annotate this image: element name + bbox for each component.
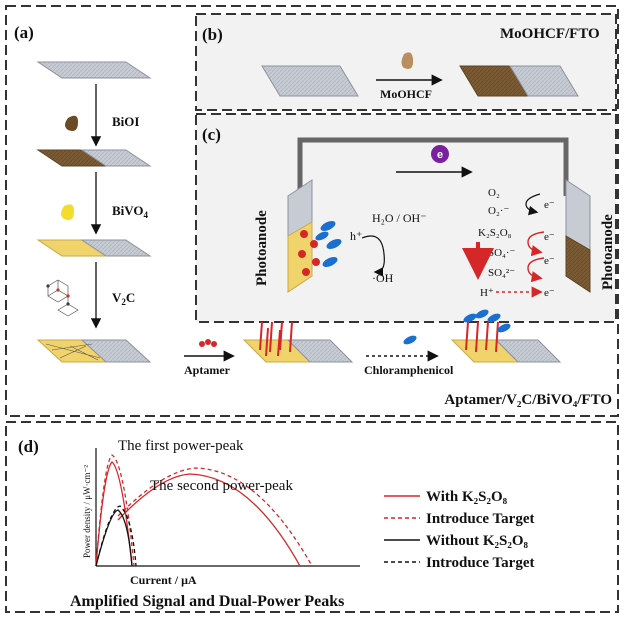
power-curve-plot: Power density / μW·cm⁻² Current / μA The…: [82, 438, 360, 587]
legend-text-1: With K₂S₂O₈: [426, 489, 508, 505]
photoanode-left: Photoanode: [254, 210, 270, 286]
left-aptamer-cluster: [298, 221, 342, 276]
panel-c: [195, 113, 617, 323]
curve-red-dash-2: [117, 467, 313, 567]
legend-text-2: Introduce Target: [426, 511, 534, 527]
aptamer-icon: [199, 339, 217, 347]
legend-text-4: Introduce Target: [426, 555, 534, 571]
panel-b-label: (b): [202, 25, 223, 44]
label-final-electrode: Aptamer/V₂C/BiVO₄/FTO: [444, 392, 612, 408]
curve-red-dash-1: [95, 454, 135, 567]
label-so4: SO₄²⁻: [488, 267, 515, 279]
slide-gray-half-3: [80, 339, 152, 363]
o2-reduction-arrow: [525, 193, 541, 216]
electron-symbol: e: [437, 149, 443, 161]
slide-b-gray: [509, 65, 579, 97]
label-hplus2: H⁺: [480, 287, 494, 299]
label-so4radical: SO₄·⁻: [488, 247, 516, 259]
label-peak1: The first power-peak: [118, 438, 244, 454]
label-aptamer: Aptamer: [184, 363, 231, 377]
outer-frame-top: [5, 5, 619, 417]
sulfate-radical-arrow: [527, 257, 545, 283]
panel-a-label: (a): [14, 23, 34, 42]
label-peak2: The second power-peak: [150, 478, 293, 494]
label-hplus: h⁺: [350, 229, 362, 243]
axis-ylabel: Power density / μW·cm⁻²: [82, 465, 92, 558]
slide-gray-half: [80, 149, 152, 167]
final-aptamer-strands: [463, 309, 511, 353]
electron-icon: [431, 145, 449, 163]
legend-text-3: Without K₂S₂O₈: [426, 533, 528, 549]
curve-red-solid-2: [117, 473, 301, 567]
panel-d-footer: Amplified Signal and Dual-Power Peaks: [70, 593, 344, 610]
bivo-drop: [61, 204, 74, 220]
label-oh: ·OH: [372, 271, 394, 285]
label-h2o: H₂O / OH⁻: [372, 211, 427, 225]
moohcf-drop: [401, 52, 414, 69]
e-3: e⁻: [544, 255, 555, 267]
chloramphenicol-icon: [403, 335, 417, 345]
panel-b-title: MoOHCF/FTO: [500, 26, 600, 42]
panel-c-label: (c): [202, 125, 221, 144]
step-v2c: V2C: [112, 290, 135, 307]
slide-gray-half-2: [80, 239, 152, 257]
label-k2s2o8: K₂S₂O₈: [478, 227, 512, 239]
curve-black-solid: [95, 509, 133, 567]
oxidation-arrow: [361, 235, 385, 277]
step-bioi: BiOI: [112, 114, 139, 129]
panel-d-label: (d): [18, 437, 39, 456]
aptamer-strands: [259, 321, 293, 357]
frame-d: [5, 421, 619, 613]
label-chloramphenicol: Chloramphenicol: [364, 363, 454, 377]
label-o2minus: O₂·⁻: [488, 205, 509, 217]
slide-final-gray: [494, 339, 562, 363]
e-2: e⁻: [544, 231, 555, 243]
label-moohcf: MoOHCF: [380, 87, 432, 101]
label-o2: O₂: [488, 187, 500, 199]
slide-aptamer-gray: [286, 339, 354, 363]
slide-b-initial: [261, 65, 359, 97]
persulfate-arrow: [527, 231, 545, 257]
bioi-drop: [65, 115, 78, 131]
e-1: e⁻: [544, 199, 555, 211]
photoanode-right: Photoanode: [600, 214, 616, 290]
v2c-network: [45, 343, 101, 361]
legend: With K₂S₂O₈ Introduce Target Without K₂S…: [384, 489, 534, 571]
curve-black-dash: [95, 505, 137, 567]
axis-xlabel: Current / μA: [130, 573, 197, 587]
circuit-wire: [297, 137, 569, 196]
slide-fto: [36, 61, 152, 79]
step-bivo: BiVO4: [112, 203, 149, 220]
v2c-lattice-icon: [46, 279, 79, 317]
photoanode-right-moohcf: [565, 235, 591, 293]
e-4: e⁻: [544, 287, 555, 299]
